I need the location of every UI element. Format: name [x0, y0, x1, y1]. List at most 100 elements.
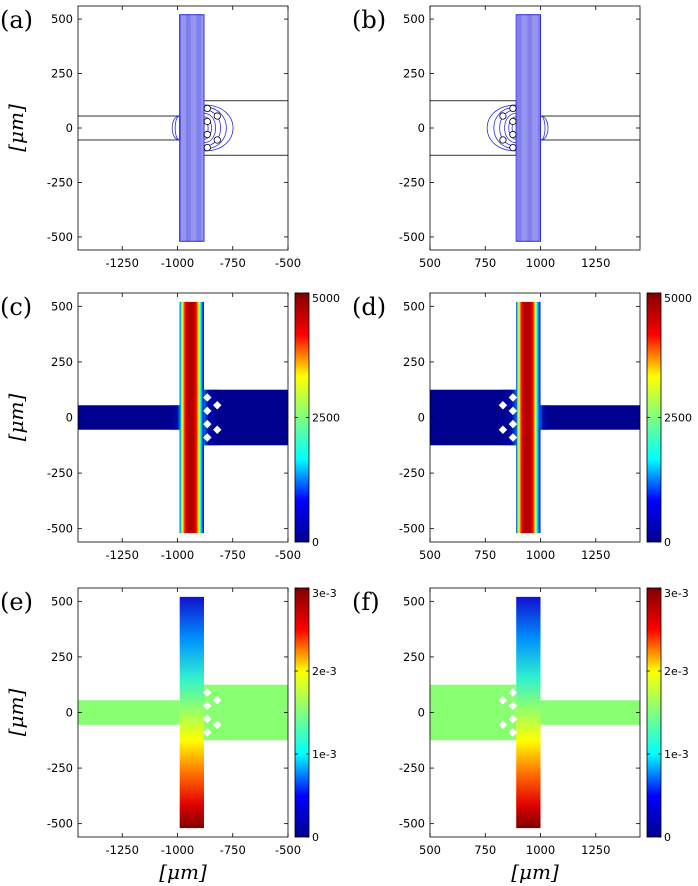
pillar — [509, 144, 517, 152]
x-tick-label: -500 — [275, 548, 301, 562]
colorbar-tick-label: 2500 — [312, 412, 340, 425]
pillar — [498, 696, 508, 705]
pillar — [509, 130, 517, 139]
contour-line — [174, 115, 180, 141]
narrow-channel — [540, 405, 640, 430]
x-tick-label: 1000 — [526, 548, 555, 562]
pillar — [213, 136, 221, 144]
x-tick-label: 500 — [419, 843, 441, 857]
colorbar: 3e-3 2e-3 1e-3 0 — [646, 587, 689, 844]
pillar — [498, 425, 508, 434]
y-tick-label: -250 — [399, 175, 425, 189]
pillar — [203, 104, 211, 112]
x-tick-label: -1000 — [161, 548, 194, 562]
x-tick-label: 1250 — [581, 256, 610, 270]
contour-line — [540, 115, 546, 141]
panel-label: (f) — [352, 588, 380, 616]
x-tick-label: -750 — [220, 843, 246, 857]
y-tick-label: -500 — [399, 230, 425, 244]
pillar — [203, 433, 212, 442]
colorbar-tick-label: 2500 — [664, 412, 692, 425]
vertical-channel — [515, 14, 542, 242]
pillar — [509, 104, 517, 112]
y-tick-label: -250 — [399, 761, 425, 775]
diffusion-zone — [171, 405, 180, 430]
colorbar: 5000 2500 0 — [646, 292, 692, 549]
contour-line — [203, 116, 212, 140]
plot-area — [430, 14, 640, 242]
y-axis-label: [μm] — [4, 104, 28, 152]
panel-label: (a) — [0, 6, 33, 34]
y-tick-label: -500 — [47, 817, 73, 831]
wide-channel — [430, 389, 517, 446]
vertical-channel — [179, 596, 204, 829]
y-tick-label: 500 — [403, 299, 425, 313]
pillar — [509, 117, 517, 126]
narrow-channel — [540, 115, 640, 141]
y-tick-label: -500 — [399, 522, 425, 536]
x-tick-label: 1250 — [581, 843, 610, 857]
y-tick-label: 0 — [66, 121, 73, 135]
y-tick-label: 250 — [403, 67, 425, 81]
y-tick-label: 500 — [51, 594, 73, 608]
x-tick-label: -1250 — [105, 548, 138, 562]
contour-line — [203, 112, 217, 144]
y-tick-label: 250 — [403, 650, 425, 664]
y-axis-label: [μm] — [4, 394, 28, 442]
x-tick-label: -500 — [275, 843, 301, 857]
wide-channel — [430, 684, 517, 741]
pillar — [203, 117, 211, 126]
y-tick-label: -250 — [399, 466, 425, 480]
narrow-channel — [78, 700, 180, 725]
x-tick-label: -1000 — [161, 843, 194, 857]
colorbar: 3e-3 2e-3 1e-3 0 — [294, 587, 337, 844]
x-tick-label: -1250 — [105, 256, 138, 270]
y-axis-label: [μm] — [4, 689, 28, 737]
panel-b: 500 750 1000 1250 500 250 0 -250 -500 (b) — [352, 5, 641, 270]
narrow-channel — [540, 700, 640, 725]
plot-area — [430, 596, 640, 829]
y-tick-label: 500 — [403, 594, 425, 608]
colorbar-tick-label: 2e-3 — [312, 665, 337, 678]
y-tick-label: 250 — [51, 355, 73, 369]
y-tick-label: 0 — [66, 411, 73, 425]
diffusion-zone — [540, 405, 549, 430]
y-tick-label: 250 — [51, 650, 73, 664]
x-axis-label: [μm] — [159, 860, 207, 884]
panel-a: -1250 -1000 -750 -500 500 250 0 -250 -500 (a) [μm] — [0, 5, 301, 270]
colorbar: 5000 2500 0 — [294, 292, 340, 549]
y-tick-label: -500 — [399, 817, 425, 831]
panel-label: (e) — [0, 588, 33, 616]
pillar — [508, 714, 518, 724]
y-tick-label: 0 — [418, 706, 425, 720]
x-tick-label: 500 — [419, 548, 441, 562]
wide-channel — [204, 684, 288, 741]
panel-e: -1250 -1000 -750 -500 500 250 0 -250 -500 (e) [μm]… — [0, 587, 337, 884]
pillar — [203, 419, 212, 429]
colorbar-tick-label: 1e-3 — [312, 748, 337, 761]
narrow-channel — [78, 115, 181, 141]
contour-line — [504, 112, 517, 144]
x-tick-label: -1000 — [161, 256, 194, 270]
pillar — [203, 406, 212, 416]
colorbar-tick-label: 3e-3 — [312, 587, 337, 600]
colorbar-tick-label: 0 — [312, 831, 319, 844]
x-tick-label: -500 — [275, 256, 301, 270]
pillar — [213, 401, 222, 410]
x-tick-label: 500 — [419, 256, 441, 270]
plot-area — [78, 14, 288, 242]
y-tick-label: 250 — [51, 67, 73, 81]
pillar — [498, 401, 508, 410]
y-tick-label: 0 — [418, 121, 425, 135]
pillar — [508, 406, 518, 416]
x-tick-label: 750 — [474, 256, 496, 270]
y-tick-label: 500 — [51, 299, 73, 313]
y-tick-label: 250 — [403, 355, 425, 369]
colorbar-tick-label: 1e-3 — [664, 748, 689, 761]
vertical-channel — [179, 14, 205, 242]
diffusion-zone — [204, 389, 218, 446]
diffusion-zone — [502, 389, 517, 446]
colorbar-tick-label: 3e-3 — [664, 587, 689, 600]
